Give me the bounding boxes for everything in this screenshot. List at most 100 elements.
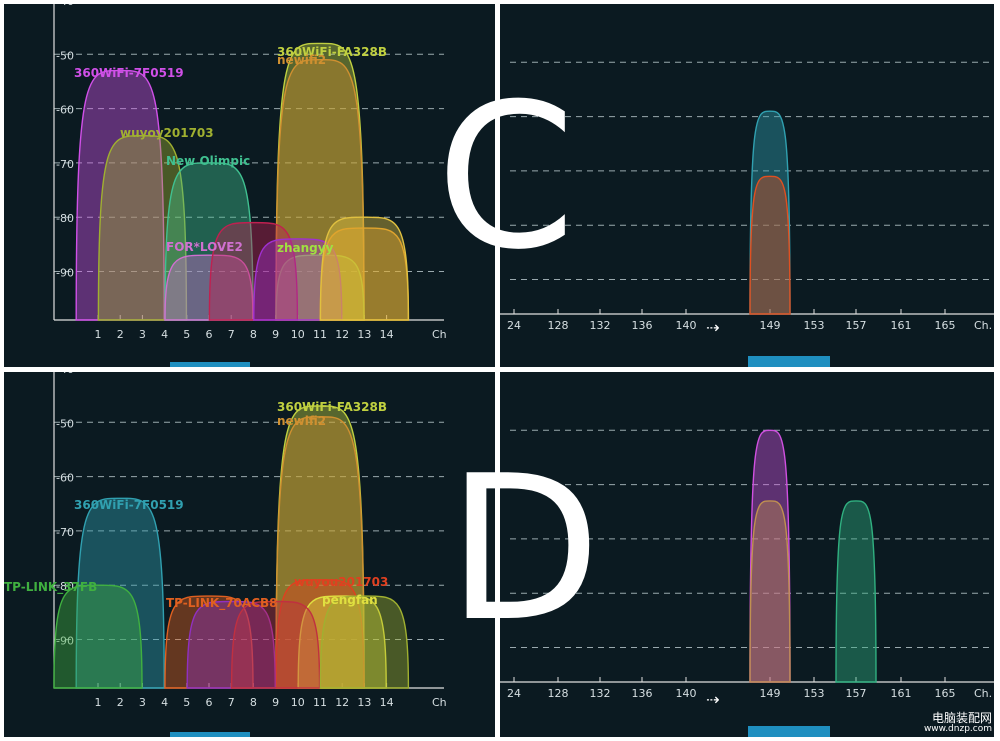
signal-curve bbox=[208, 221, 299, 321]
panel-c-5ghz: 24128132136140149153157161165Ch.360WiFi-… bbox=[500, 4, 994, 367]
series-label: wuyou201703 bbox=[294, 575, 388, 589]
y-tick-label: -70 bbox=[56, 158, 74, 171]
x-tick-label: 12 bbox=[335, 696, 349, 709]
watermark: 电脑装配网 www.dnzp.com bbox=[923, 710, 992, 735]
series-label: 360WiFi-FA328B bbox=[277, 400, 387, 414]
series-group bbox=[53, 405, 410, 689]
chart-d-24ghz: -40-50-60-70-80-901234567891011121314Ch3… bbox=[4, 372, 447, 709]
chart-d-5ghz: 24128132136140149153157161165Ch.360WiFi-… bbox=[500, 429, 994, 700]
y-tick-label: -60 bbox=[56, 472, 74, 485]
series-label: zhangyy bbox=[277, 241, 334, 255]
series-label: 360WiFi-7F0519 bbox=[74, 498, 184, 512]
x-tick-label: 157 bbox=[846, 319, 867, 332]
x-tick-label: 132 bbox=[590, 687, 611, 700]
arrow-icon: ⇢ bbox=[706, 318, 720, 337]
panel-d-24ghz: -40-50-60-70-80-901234567891011121314Ch3… bbox=[4, 372, 495, 737]
watermark-title: 电脑装配网 bbox=[931, 710, 992, 725]
y-ticks: -40-50-60-70-80-90 bbox=[56, 372, 74, 648]
x-tick-label: 153 bbox=[804, 319, 825, 332]
series-labels: 360WiFi-7F0519 wuyoy201703 New Olimpic FOR*… bbox=[74, 45, 387, 255]
signal-curve bbox=[253, 238, 343, 321]
signal-curve bbox=[319, 595, 410, 689]
x-ticks: 1 2 3 4 5 6 7 8 9 10 11 12 13 14 Ch bbox=[95, 315, 447, 341]
y-tick-label: -50 bbox=[56, 417, 74, 430]
x-tick-label: 11 bbox=[313, 328, 327, 341]
signal-curve bbox=[749, 110, 791, 315]
signal-curve bbox=[53, 584, 143, 689]
x-tick-label: 10 bbox=[291, 696, 305, 709]
signal-curve bbox=[749, 500, 791, 683]
label-c: C bbox=[436, 61, 576, 294]
y-tick-label: -90 bbox=[56, 267, 74, 280]
label-d: D bbox=[447, 433, 602, 666]
x-tick-label: 1 bbox=[95, 696, 102, 709]
signal-curve bbox=[749, 429, 791, 683]
x-tick-label: 9 bbox=[272, 696, 279, 709]
series-group bbox=[75, 42, 410, 321]
x-unit-label: Ch. bbox=[974, 319, 992, 332]
x-tick-label: 157 bbox=[846, 687, 867, 700]
signal-curve bbox=[275, 59, 365, 321]
signal-curve bbox=[835, 500, 877, 683]
x-tick-label: 24 bbox=[507, 319, 521, 332]
x-tick-label: 24 bbox=[507, 687, 521, 700]
x-unit-label: Ch. bbox=[974, 687, 992, 700]
y-tick-label: -50 bbox=[56, 49, 74, 62]
series-label: pengfan bbox=[322, 593, 378, 607]
x-tick-label: 6 bbox=[206, 696, 213, 709]
series-label: wuyoy201703 bbox=[120, 126, 214, 140]
x-tick-label: 4 bbox=[161, 328, 168, 341]
x-unit-label: Ch bbox=[432, 328, 447, 341]
x-ticks: 24 128 132 136 140 149 153 157 161 165 Ch. bbox=[507, 677, 992, 700]
x-tick-label: 10 bbox=[291, 328, 305, 341]
x-tick-label: 161 bbox=[891, 687, 912, 700]
series-label: newifi2 bbox=[277, 53, 326, 67]
x-tick-label: 5 bbox=[183, 696, 190, 709]
x-tick-label: 136 bbox=[632, 319, 653, 332]
chart-c-24ghz: -40-50-60-70-80-901234567891011121314Ch3… bbox=[53, 4, 447, 341]
x-tick-label: 4 bbox=[161, 696, 168, 709]
x-tick-label: 153 bbox=[804, 687, 825, 700]
x-tick-label: 165 bbox=[935, 687, 956, 700]
grid bbox=[510, 61, 990, 280]
series-label: newifi2 bbox=[277, 414, 326, 428]
tab-indicator[interactable] bbox=[748, 356, 830, 367]
x-tick-label: 149 bbox=[760, 319, 781, 332]
series-label: FOR*LOVE2 bbox=[166, 240, 243, 254]
x-tick-label: 14 bbox=[380, 696, 394, 709]
x-tick-label: 13 bbox=[357, 696, 371, 709]
x-tick-label: 9 bbox=[272, 328, 279, 341]
x-tick-label: 140 bbox=[676, 319, 697, 332]
tab-indicator[interactable] bbox=[170, 732, 250, 737]
grid bbox=[54, 421, 444, 640]
x-tick-label: 132 bbox=[590, 319, 611, 332]
x-tick-label: 3 bbox=[139, 328, 146, 341]
x-tick-label: 1 bbox=[95, 328, 102, 341]
x-tick-label: 128 bbox=[548, 687, 569, 700]
x-tick-label: 8 bbox=[250, 328, 257, 341]
signal-curve bbox=[164, 254, 254, 321]
tab-indicator[interactable] bbox=[170, 362, 250, 367]
y-tick-label: -40 bbox=[56, 4, 74, 8]
x-ticks: 24 128 132 136 140 149 153 157 161 165 Ch. bbox=[507, 309, 992, 332]
signal-curve bbox=[275, 416, 365, 689]
x-tick-label: 7 bbox=[228, 328, 235, 341]
y-tick-label: -40 bbox=[56, 372, 74, 376]
x-tick-label: 13 bbox=[357, 328, 371, 341]
arrow-icon: ⇢ bbox=[706, 690, 720, 709]
series-label: TP-LINK_37FB bbox=[4, 580, 97, 595]
y-tick-label: -60 bbox=[56, 104, 74, 117]
chart-c-5ghz: 24128132136140149153157161165Ch.360WiFi-… bbox=[500, 61, 994, 332]
series-label: TP-LINK_70ACB8 bbox=[166, 596, 278, 611]
x-tick-label: 165 bbox=[935, 319, 956, 332]
x-tick-label: 136 bbox=[632, 687, 653, 700]
tab-indicator[interactable] bbox=[748, 726, 830, 737]
x-tick-label: 161 bbox=[891, 319, 912, 332]
x-tick-label: 2 bbox=[117, 696, 124, 709]
x-tick-label: 2 bbox=[117, 328, 124, 341]
x-tick-label: 5 bbox=[183, 328, 190, 341]
signal-curve bbox=[749, 175, 791, 315]
watermark-url: www.dnzp.com bbox=[923, 724, 992, 735]
series-group bbox=[749, 429, 877, 683]
